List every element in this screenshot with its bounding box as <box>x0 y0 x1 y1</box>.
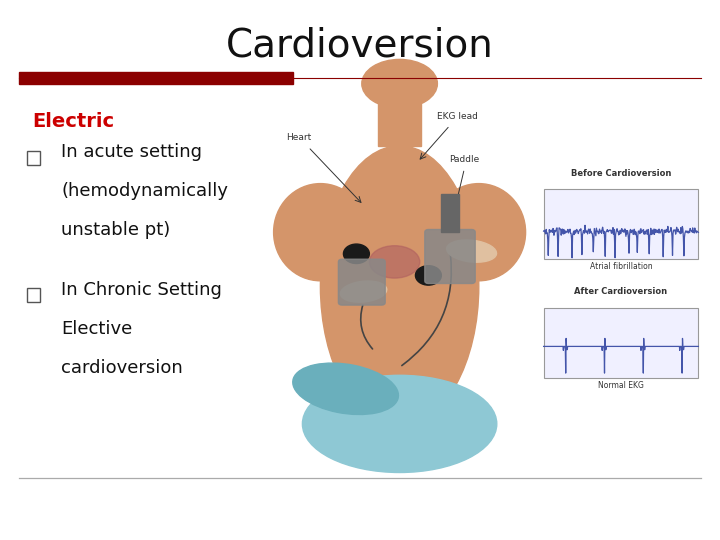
Text: In Chronic Setting: In Chronic Setting <box>61 281 222 299</box>
Text: Atrial fibrillation: Atrial fibrillation <box>590 262 652 271</box>
Bar <box>27 151 40 165</box>
Text: cardioversion: cardioversion <box>61 359 183 377</box>
Ellipse shape <box>293 363 398 415</box>
Ellipse shape <box>320 146 479 427</box>
Bar <box>441 194 459 232</box>
Bar <box>27 288 40 302</box>
Text: EKG lead: EKG lead <box>437 112 477 121</box>
Text: Before Cardioversion: Before Cardioversion <box>571 168 671 178</box>
Bar <box>544 189 698 259</box>
Ellipse shape <box>302 375 497 472</box>
Text: Elective: Elective <box>61 320 132 338</box>
Text: In acute setting: In acute setting <box>61 143 202 161</box>
FancyBboxPatch shape <box>338 259 385 305</box>
Text: Paddle: Paddle <box>449 155 480 164</box>
Text: unstable pt): unstable pt) <box>61 221 171 239</box>
FancyBboxPatch shape <box>425 230 475 284</box>
Text: Heart: Heart <box>286 133 312 143</box>
Text: (hemodynamically: (hemodynamically <box>61 182 228 200</box>
Ellipse shape <box>446 240 497 262</box>
Ellipse shape <box>432 184 526 281</box>
Bar <box>378 92 421 146</box>
Text: Electric: Electric <box>32 112 114 131</box>
Bar <box>19 72 293 84</box>
Text: Normal EKG: Normal EKG <box>598 381 644 390</box>
Ellipse shape <box>341 281 387 302</box>
Ellipse shape <box>274 184 367 281</box>
Ellipse shape <box>362 59 438 108</box>
Text: After Cardioversion: After Cardioversion <box>575 287 667 296</box>
Text: Cardioversion: Cardioversion <box>226 27 494 65</box>
Ellipse shape <box>369 246 420 278</box>
Bar <box>544 308 698 378</box>
Circle shape <box>415 266 441 285</box>
Circle shape <box>343 244 369 264</box>
